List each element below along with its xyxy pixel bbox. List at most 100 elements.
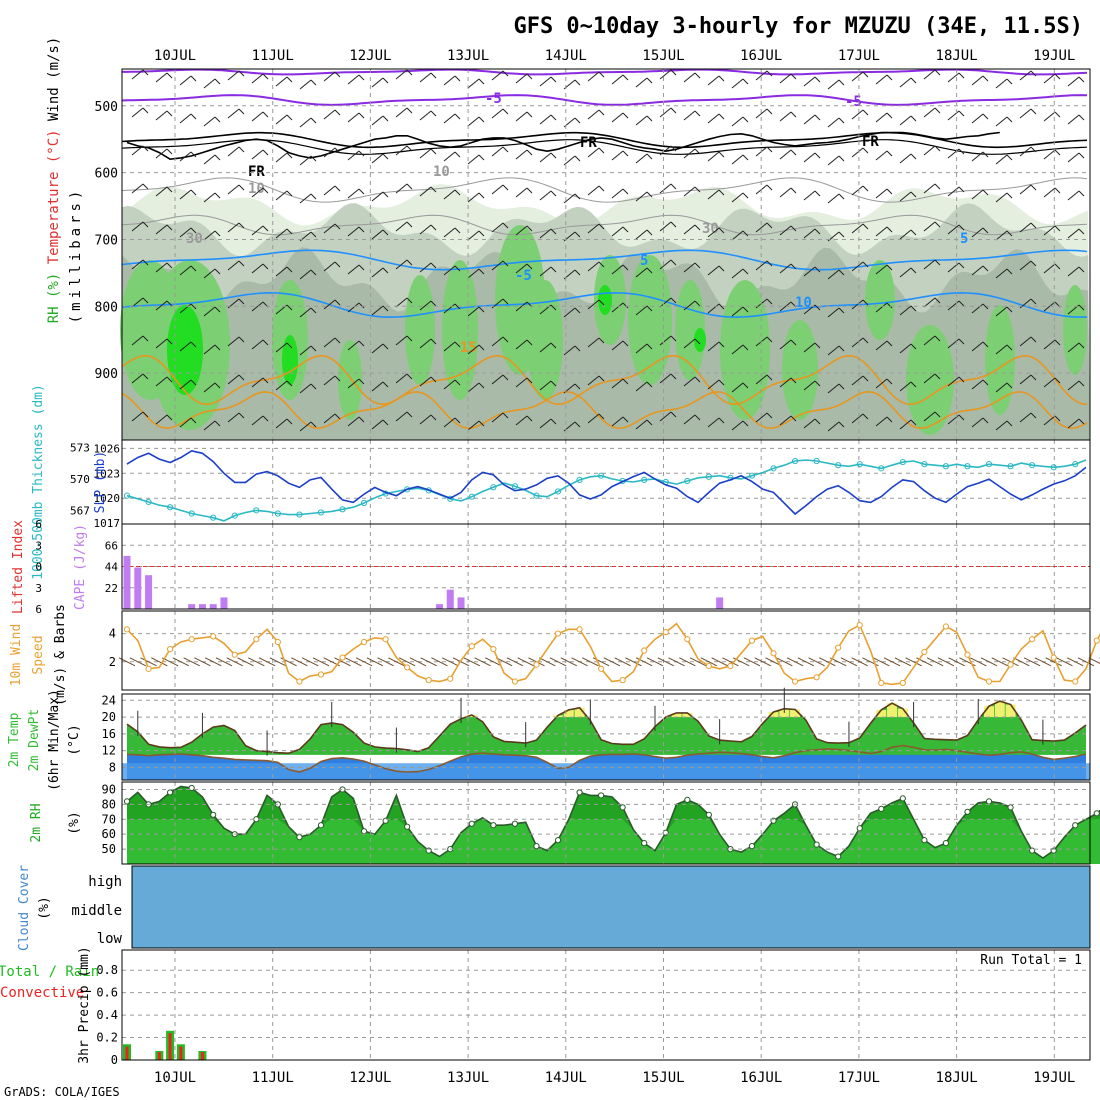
wind-barb (491, 336, 504, 347)
precip-convective-bar (125, 1046, 129, 1060)
wind-barb-flag (718, 379, 725, 386)
axis-label: Speed (31, 635, 46, 674)
day-label-bottom: 18JUL (936, 1070, 978, 1086)
wind-barb-flag (598, 71, 605, 78)
wind-barb (587, 71, 600, 82)
wind-barb (419, 72, 432, 83)
thickness-line-point (231, 512, 238, 519)
wind-barb-flag (262, 415, 269, 422)
wind-barb (155, 224, 168, 235)
wind-barb (227, 146, 240, 157)
wind-barb (491, 412, 504, 423)
wind-barb (875, 416, 888, 427)
wind-barb (971, 75, 984, 86)
wind-barb (797, 657, 815, 667)
wind-barb-flag (334, 413, 341, 420)
day-label-top: 16JUL (740, 48, 782, 64)
wind-barb-flag (766, 260, 773, 267)
wind-barb (334, 657, 351, 667)
thickness-line-point (748, 472, 756, 479)
rh-line-point (856, 825, 863, 832)
wind-barb (1043, 377, 1056, 388)
axis-label-part: SLP (mb) (93, 451, 108, 514)
day-label-bottom: 14JUL (545, 1070, 587, 1086)
wind-barb-flag (502, 184, 509, 191)
wind-barb (707, 379, 720, 390)
wind-barb-flag (670, 221, 677, 228)
wind-barb-flag (550, 380, 557, 387)
thickness-line-point (705, 473, 712, 480)
slp-tick-label: 1020 (94, 492, 121, 505)
wind-barb-flag (142, 69, 149, 76)
wind-barb (443, 341, 456, 352)
wind-barb-flag (550, 228, 557, 235)
temperature-area (127, 701, 1086, 755)
wind-barb-flag (334, 375, 341, 382)
wind-barb-flag (382, 191, 389, 198)
wind-barb (646, 657, 664, 667)
wind-barb-flag (430, 376, 437, 383)
wind-barb-flag (742, 192, 749, 199)
wind-speed-line-point (1050, 654, 1057, 661)
wind-barb-flag (166, 376, 173, 383)
wind-barb-flag (910, 381, 917, 388)
precip-label-total: Total / Rain (0, 964, 99, 980)
wind-barb-flag (838, 79, 845, 86)
wind-speed-line-point (167, 645, 174, 653)
wind-barb-flag (694, 110, 701, 117)
wind-barb (515, 377, 528, 388)
wind-barb-flag (982, 151, 989, 158)
wind-barb-flag (1006, 78, 1013, 85)
wind-barb-flag (286, 266, 293, 273)
wind-barb (851, 299, 864, 310)
wind-barb-flag (742, 116, 749, 123)
wind-barb (312, 657, 330, 667)
wind-barb-flag (454, 189, 461, 196)
rh-line-point (533, 843, 540, 850)
wind-barb (840, 657, 858, 667)
wind-barb-flag (670, 183, 677, 190)
rh-line-point (576, 789, 583, 796)
wind-barb-flag (454, 151, 461, 158)
warm-highlight (790, 709, 801, 718)
wind-barb-flag (838, 421, 845, 428)
wind-barb (731, 116, 744, 127)
wind-barb (355, 657, 373, 667)
wind-barb (539, 657, 556, 667)
wind-barb-flag (670, 69, 677, 76)
wind-barb-flag (622, 264, 629, 271)
wind-barb-flag (526, 187, 533, 194)
wind-barb (731, 230, 744, 241)
precip-tick-label: 0.4 (96, 1008, 118, 1022)
axis-label-part: Lifted Index (11, 520, 26, 614)
wind-barb-flag (646, 191, 653, 198)
wind-barb-flag (814, 418, 821, 425)
wind-barb (803, 266, 816, 277)
axis-label: 2m Temp (7, 712, 22, 767)
wind-barb (515, 225, 528, 236)
wind-barb-flag (262, 187, 269, 194)
wind-barb-flag (334, 299, 341, 306)
precip-convective-bar (179, 1046, 183, 1060)
wind-barb-flag (286, 304, 293, 311)
wind-barb-flag (814, 114, 821, 121)
wind-barb (515, 111, 528, 122)
wind-barb (779, 149, 792, 160)
wind-barb (419, 300, 432, 311)
wind-barb-flag (1054, 377, 1061, 384)
wind-barb (971, 189, 984, 200)
wind-barb-flag (166, 186, 173, 193)
wind-speed-line-point (360, 638, 368, 646)
wind-barb (899, 191, 912, 202)
wind-barb (851, 337, 864, 348)
wind-barb (1043, 187, 1056, 198)
wind-barb-flag (694, 300, 701, 307)
wind-barb-flag (1078, 266, 1085, 273)
wind-barb (899, 77, 912, 88)
wind-barb-flag (598, 223, 605, 230)
day-label-bottom: 15JUL (642, 1070, 684, 1086)
wind-barb-flag (862, 261, 869, 268)
wind-barb (587, 185, 600, 196)
wind-barb-flag (718, 227, 725, 234)
wind-barb (635, 267, 648, 278)
